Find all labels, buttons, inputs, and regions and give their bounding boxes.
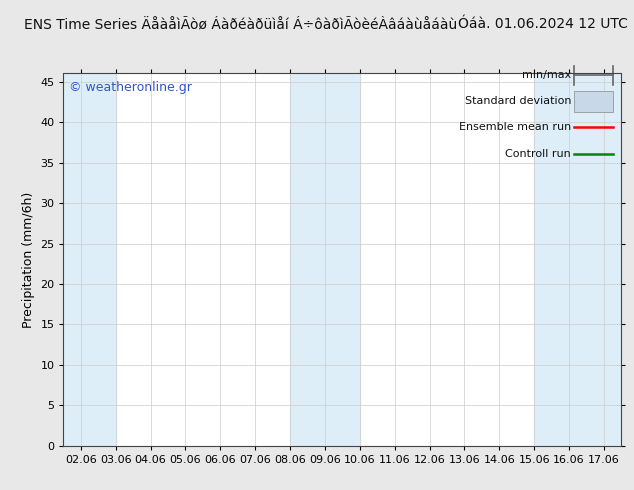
Text: Controll run: Controll run bbox=[505, 148, 571, 159]
Bar bbox=[574, 91, 613, 112]
Text: Óáà. 01.06.2024 12 UTC: Óáà. 01.06.2024 12 UTC bbox=[458, 17, 628, 31]
Bar bbox=[534, 74, 621, 446]
Text: min/max: min/max bbox=[522, 71, 571, 80]
Bar bbox=[290, 74, 359, 446]
Text: © weatheronline.gr: © weatheronline.gr bbox=[69, 81, 192, 94]
Text: Standard deviation: Standard deviation bbox=[465, 97, 571, 106]
Y-axis label: Precipitation (mm/6h): Precipitation (mm/6h) bbox=[22, 192, 35, 328]
Text: Ensemble mean run: Ensemble mean run bbox=[459, 122, 571, 132]
Bar bbox=[63, 74, 115, 446]
Text: ENS Time Series ÄåàåìÃòø Áàðéàðüìåí Á÷ôàðìÃòèéÀâáàùåáàù: ENS Time Series ÄåàåìÃòø Áàðéàðüìåí Á÷ôà… bbox=[24, 17, 458, 31]
